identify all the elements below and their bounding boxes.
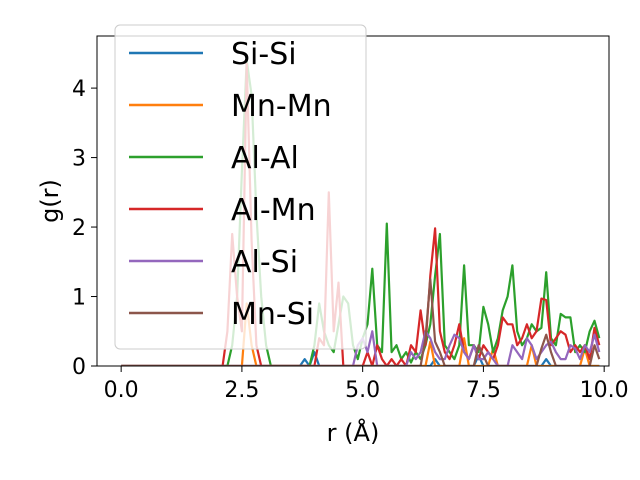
x-tick-label: 10.0 xyxy=(580,378,629,403)
series-line-al-si xyxy=(121,330,601,366)
y-tick-label: 4 xyxy=(72,77,86,102)
legend-label: Mn-Mn xyxy=(231,89,332,124)
legend: Si-Si Mn-Mn Al-Al Al-Mn Al-Si Mn-Si xyxy=(114,24,367,350)
y-tick-label: 0 xyxy=(72,355,86,380)
legend-label: Si-Si xyxy=(231,37,297,72)
x-tick-label: 7.5 xyxy=(466,378,501,403)
series-line-mn-mn xyxy=(121,302,600,366)
y-tick-label: 3 xyxy=(72,147,86,172)
x-tick-label: 2.5 xyxy=(224,378,259,403)
y-tick-label: 1 xyxy=(72,286,86,311)
series-layer xyxy=(121,59,601,366)
y-axis-label: g(r) xyxy=(36,179,64,223)
legend-label: Al-Al xyxy=(231,141,299,176)
y-tick-label: 2 xyxy=(72,216,86,241)
x-tick-label: 5.0 xyxy=(345,378,380,403)
series-line-al-al xyxy=(121,59,601,366)
tick-layer: 0.0 2.5 5.0 7.5 10.0 0 1 2 3 4 xyxy=(72,77,629,403)
x-tick-label: 0.0 xyxy=(104,378,139,403)
x-axis-label: r (Å) xyxy=(327,418,380,447)
legend-label: Mn-Si xyxy=(231,297,314,332)
series-line-al-mn xyxy=(121,62,601,366)
legend-label: Al-Mn xyxy=(231,193,316,228)
series-line-mn-si xyxy=(121,278,601,366)
legend-label: Al-Si xyxy=(231,245,298,280)
